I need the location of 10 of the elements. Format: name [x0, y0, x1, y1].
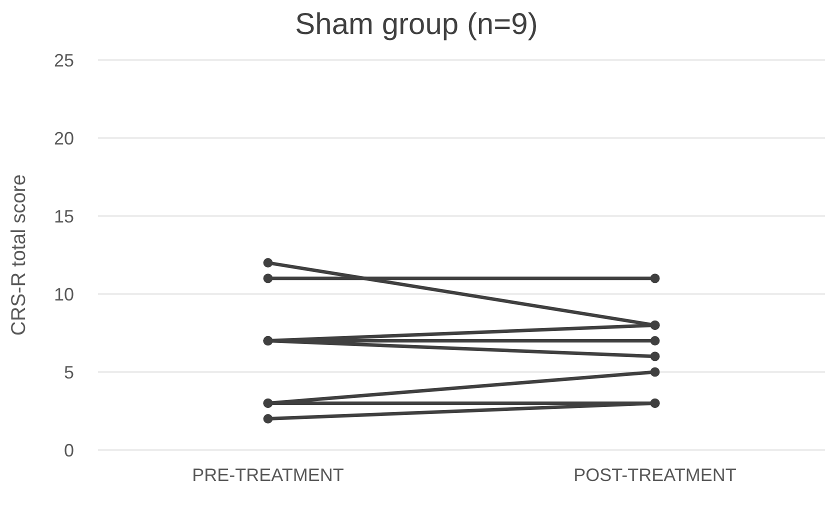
x-tick-label: POST-TREATMENT [574, 464, 736, 485]
y-tick-label: 0 [64, 440, 74, 460]
y-tick-label: 5 [64, 362, 74, 382]
y-tick-label: 15 [54, 206, 74, 226]
y-tick-label: 10 [54, 284, 74, 304]
x-tick-label: PRE-TREATMENT [192, 464, 344, 485]
y-tick-label: 20 [54, 128, 74, 148]
chart-title: Sham group (n=9) [294, 8, 539, 43]
y-tick-label: 25 [54, 50, 74, 70]
y-axis-title: CRS-R total score [8, 174, 30, 336]
